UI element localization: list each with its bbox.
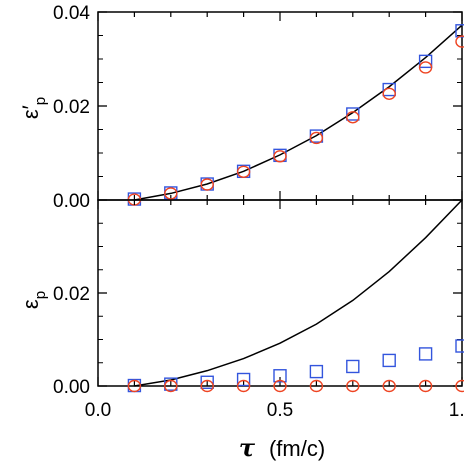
top-circle-point xyxy=(382,87,396,100)
bottom-xtick-label: 0.5 xyxy=(267,400,293,421)
top-panel-ticks: 0.00 0.02 0.04 xyxy=(53,3,463,212)
bottom-circle-point xyxy=(200,379,214,393)
top-ylabel-sub: p xyxy=(32,97,49,105)
bottom-square-point xyxy=(273,369,287,383)
top-panel: 0.00 0.02 0.04 ε′p xyxy=(18,3,464,212)
bottom-circle-point xyxy=(382,379,396,393)
bottom-square-point xyxy=(309,364,324,379)
top-square-point xyxy=(418,54,433,69)
bottom-ylabel: εp xyxy=(18,291,49,309)
top-circle-point xyxy=(236,165,251,179)
bottom-square-point xyxy=(236,372,251,387)
bottom-circle-point xyxy=(418,379,433,393)
bottom-ytick-label: 0.02 xyxy=(53,284,90,305)
top-curve xyxy=(134,24,463,201)
x-axis-title: τ (fm/c) xyxy=(239,433,325,462)
x-axis-title-symbol: τ xyxy=(239,433,256,462)
top-ylabel-main: ε′ xyxy=(18,105,43,119)
top-panel-series xyxy=(127,24,464,206)
bottom-circle-point xyxy=(273,379,287,393)
top-circle-point xyxy=(273,150,287,163)
bottom-square-point xyxy=(346,359,360,374)
top-circle-point xyxy=(309,131,324,145)
top-ytick-label: 0.04 xyxy=(53,3,90,24)
top-square-point xyxy=(382,82,396,97)
top-ytick-label: 0.00 xyxy=(53,191,90,212)
bottom-panel-ticks: 0.00 0.02 0.0 0.5 1.0 xyxy=(53,199,464,421)
bottom-circle-point xyxy=(236,379,251,393)
bottom-square-point xyxy=(418,347,433,361)
top-square-point xyxy=(346,107,360,121)
bottom-xtick-label: 1.0 xyxy=(449,400,464,421)
top-circle-point xyxy=(200,178,214,191)
bottom-square-point xyxy=(382,353,396,368)
top-circle-point xyxy=(164,187,178,200)
bottom-ylabel-sub: p xyxy=(32,291,49,299)
top-circle-point xyxy=(418,61,433,74)
bottom-square-point xyxy=(455,339,464,353)
bottom-circle-point xyxy=(455,379,464,393)
bottom-xtick-label: 0.0 xyxy=(85,400,111,421)
top-circle-point xyxy=(346,111,360,124)
bottom-panel-series xyxy=(127,199,464,393)
bottom-curve xyxy=(134,199,463,387)
bottom-circle-point xyxy=(127,379,142,393)
top-ytick-label: 0.02 xyxy=(53,97,90,118)
bottom-square-point xyxy=(200,375,214,389)
x-axis-title-unit: (fm/c) xyxy=(269,436,325,461)
bottom-panel-frame xyxy=(97,199,463,387)
bottom-circle-point xyxy=(346,379,360,393)
bottom-circle-point xyxy=(164,379,178,393)
top-panel-frame xyxy=(97,11,463,201)
bottom-ytick-label: 0.00 xyxy=(53,377,90,398)
bottom-circle-point xyxy=(309,379,324,393)
bottom-ylabel-main: ε xyxy=(18,299,43,309)
top-circle-point xyxy=(455,35,464,48)
top-ylabel: ε′p xyxy=(18,97,49,119)
bottom-panel: 0.00 0.02 0.0 0.5 1.0 εp τ (fm/c) xyxy=(18,199,464,462)
